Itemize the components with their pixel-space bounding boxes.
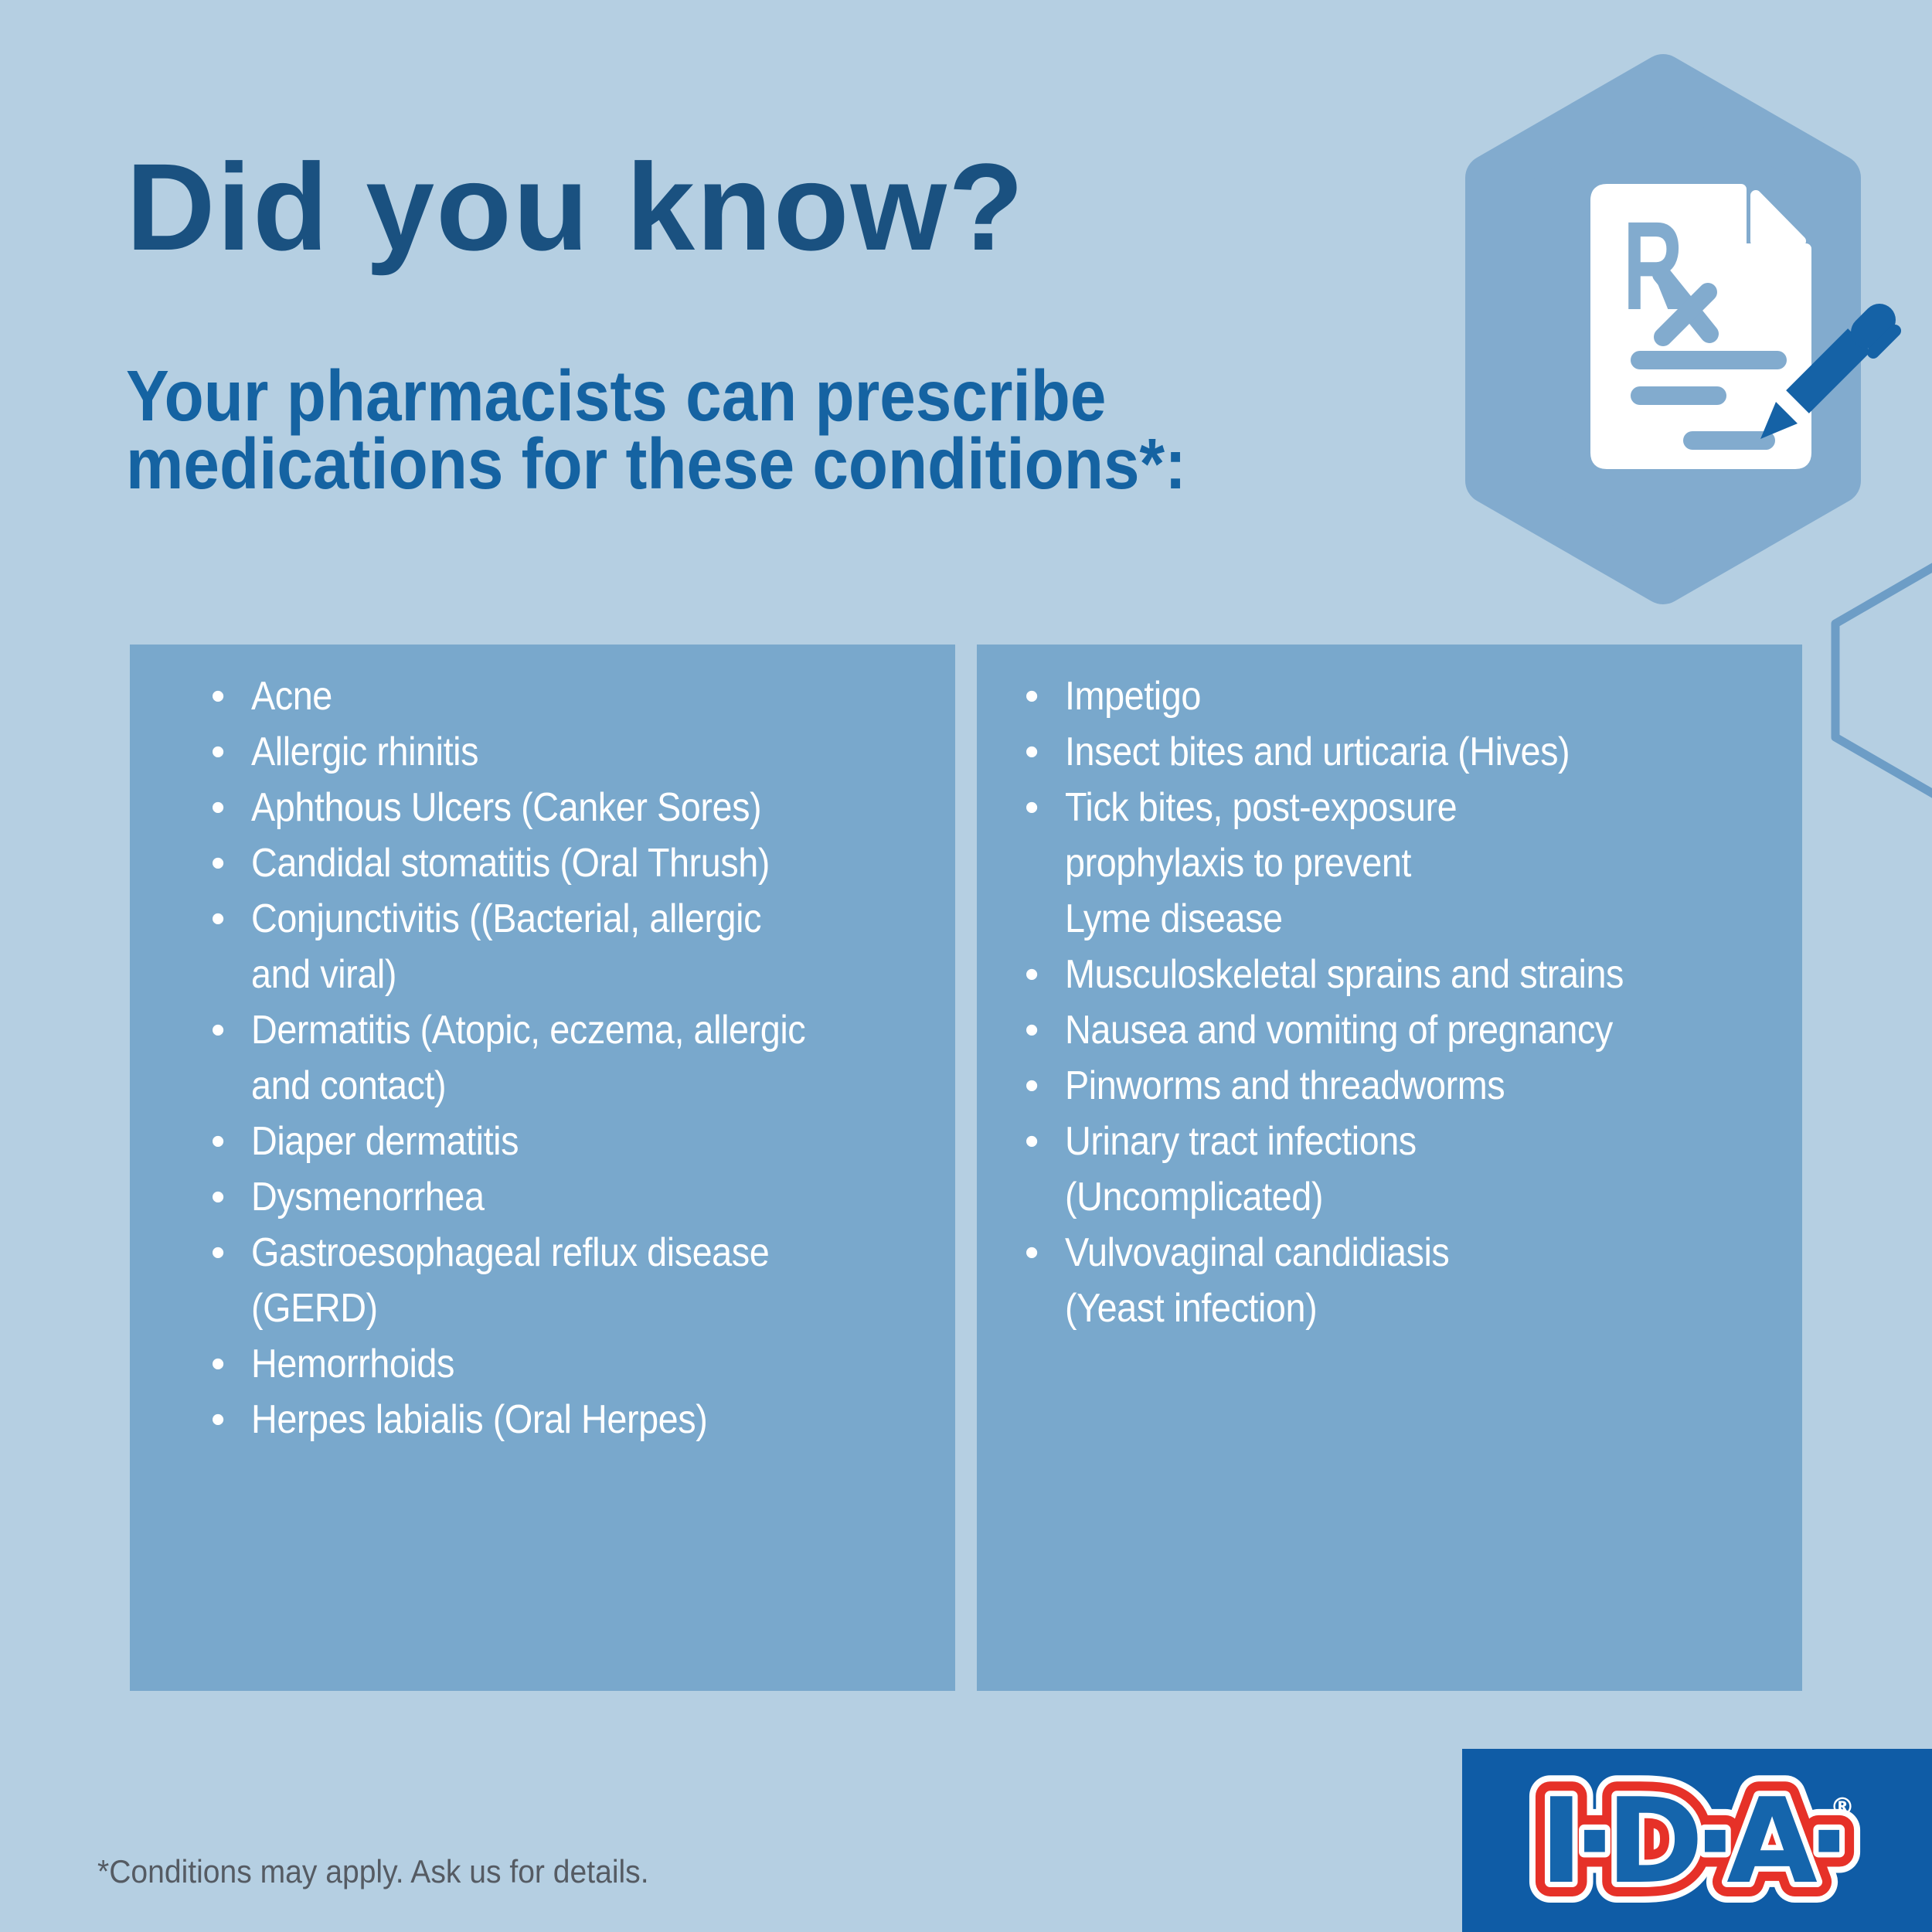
bullet-icon: • — [1025, 674, 1039, 719]
condition-item: • Conjunctivitis ((Bacterial, allergic an… — [211, 891, 947, 1002]
condition-text: Aphthous Ulcers (Canker Sores) — [251, 785, 762, 830]
bullet-icon: • — [1025, 1119, 1039, 1164]
rx-symbol: R — [1623, 195, 1683, 336]
pen-body — [1786, 328, 1871, 413]
footnote: *Conditions may apply. Ask us for detail… — [97, 1853, 649, 1889]
condition-item: • Aphthous Ulcers (Canker Sores) — [211, 780, 947, 835]
bullet-icon: • — [1025, 1230, 1039, 1275]
condition-text: Musculoskeletal sprains and strains — [1065, 952, 1624, 997]
bullet-icon: • — [1025, 1063, 1039, 1108]
bullet-icon: • — [211, 841, 225, 886]
condition-item: • Insect bites and urticaria (Hives) — [1025, 724, 1794, 780]
subtitle-line-1: Your pharmacists can prescribe — [126, 355, 1107, 436]
pen-nib — [1760, 402, 1798, 439]
ida-logo-graphic: I·D·A· I·D·A· I·D·A· I·D·A· ® — [1519, 1752, 1872, 1930]
condition-text: Dermatitis (Atopic, eczema, allergic and… — [251, 1008, 806, 1108]
page-title: Did you know? — [126, 138, 1026, 276]
condition-item: • Impetigo — [1025, 668, 1794, 724]
ida-logo-outline-white: I·D·A· — [1539, 1773, 1841, 1910]
condition-item: • Gastroesophageal reflux disease (GERD) — [211, 1225, 947, 1336]
page-subtitle: Your pharmacists can prescribe medication… — [126, 360, 1186, 500]
bullet-icon: • — [1025, 785, 1039, 830]
bullet-icon: • — [211, 1397, 225, 1442]
condition-item: • Herpes labialis (Oral Herpes) — [211, 1392, 947, 1447]
condition-item: • Allergic rhinitis — [211, 724, 947, 780]
condition-text: Insect bites and urticaria (Hives) — [1065, 730, 1570, 774]
subtitle-line-2: medications for these conditions*: — [126, 423, 1186, 504]
condition-item: • Musculoskeletal sprains and strains — [1025, 947, 1794, 1002]
condition-item: • Hemorrhoids — [211, 1336, 947, 1392]
ida-logo-letters: I·D·A· — [1539, 1773, 1841, 1910]
conditions-list-right: • Impetigo • Insect bites and urticaria (Hi… — [977, 645, 1802, 1336]
bullet-icon: • — [211, 1008, 225, 1053]
rx-document-icon: R — [1590, 184, 1811, 469]
condition-text: Herpes labialis (Oral Herpes) — [251, 1397, 708, 1442]
condition-text: Urinary tract infections (Uncomplicated) — [1065, 1119, 1417, 1219]
ida-logo-outline-red: I·D·A· — [1539, 1773, 1841, 1910]
condition-text: Allergic rhinitis — [251, 730, 479, 774]
bullet-icon: • — [211, 730, 225, 774]
condition-text: Gastroesophageal reflux disease (GERD) — [251, 1230, 770, 1331]
condition-item: • Nausea and vomiting of pregnancy — [1025, 1002, 1794, 1058]
bullet-icon: • — [211, 785, 225, 830]
bullet-icon: • — [211, 1230, 225, 1275]
bullet-icon: • — [211, 896, 225, 941]
condition-text: Acne — [251, 674, 332, 719]
condition-text: Conjunctivitis ((Bacterial, allergic and… — [251, 896, 762, 997]
condition-item: • Vulvovaginal candidiasis (Yeast infecti… — [1025, 1225, 1794, 1336]
pen-clip — [1867, 325, 1901, 359]
bullet-icon: • — [211, 1119, 225, 1164]
condition-text: Diaper dermatitis — [251, 1119, 519, 1164]
condition-text: Dysmenorrhea — [251, 1175, 485, 1219]
document-page — [1590, 184, 1811, 469]
pen-cap — [1851, 304, 1896, 349]
bullet-icon: • — [211, 674, 225, 719]
condition-text: Impetigo — [1065, 674, 1201, 719]
rx-cross-leg — [1652, 265, 1719, 343]
rx-cross-stroke — [1654, 283, 1717, 346]
bullet-icon: • — [211, 1175, 225, 1219]
condition-text: Pinworms and threadworms — [1065, 1063, 1505, 1108]
conditions-panel-left: • Acne • Allergic rhinitis • Aphthous Ulcers … — [130, 645, 955, 1691]
condition-item: • Dysmenorrhea — [211, 1169, 947, 1225]
document-fold-corner — [1750, 190, 1806, 247]
bullet-icon: • — [1025, 1008, 1039, 1053]
bullet-icon: • — [1025, 952, 1039, 997]
hexagon-outline-icon — [1831, 563, 1932, 798]
ida-logo-outline-inner: I·D·A· — [1539, 1773, 1841, 1910]
condition-item: • Diaper dermatitis — [211, 1114, 947, 1169]
conditions-list-left: • Acne • Allergic rhinitis • Aphthous Ulcers … — [130, 645, 955, 1447]
condition-text: Hemorrhoids — [251, 1342, 454, 1386]
bullet-icon: • — [1025, 730, 1039, 774]
condition-item: • Tick bites, post-exposure prophylaxis t… — [1025, 780, 1794, 947]
condition-text: Nausea and vomiting of pregnancy — [1065, 1008, 1613, 1053]
condition-item: • Urinary tract infections (Uncomplicated… — [1025, 1114, 1794, 1225]
condition-text: Candidal stomatitis (Oral Thrush) — [251, 841, 770, 886]
bullet-icon: • — [211, 1342, 225, 1386]
conditions-panel-right: • Impetigo • Insect bites and urticaria (Hi… — [977, 645, 1802, 1691]
registered-mark: ® — [1830, 1792, 1855, 1821]
condition-item: • Dermatitis (Atopic, eczema, allergic an… — [211, 1002, 947, 1114]
condition-item: • Acne — [211, 668, 947, 724]
pen-icon — [1760, 304, 1901, 439]
hexagon-badge-icon — [1465, 54, 1861, 604]
ida-logo: I·D·A· I·D·A· I·D·A· I·D·A· ® — [1462, 1749, 1932, 1932]
condition-text: Tick bites, post-exposure prophylaxis to… — [1065, 785, 1458, 941]
condition-item: • Pinworms and threadworms — [1025, 1058, 1794, 1114]
condition-item: • Candidal stomatitis (Oral Thrush) — [211, 835, 947, 891]
condition-text: Vulvovaginal candidiasis (Yeast infectio… — [1065, 1230, 1450, 1331]
